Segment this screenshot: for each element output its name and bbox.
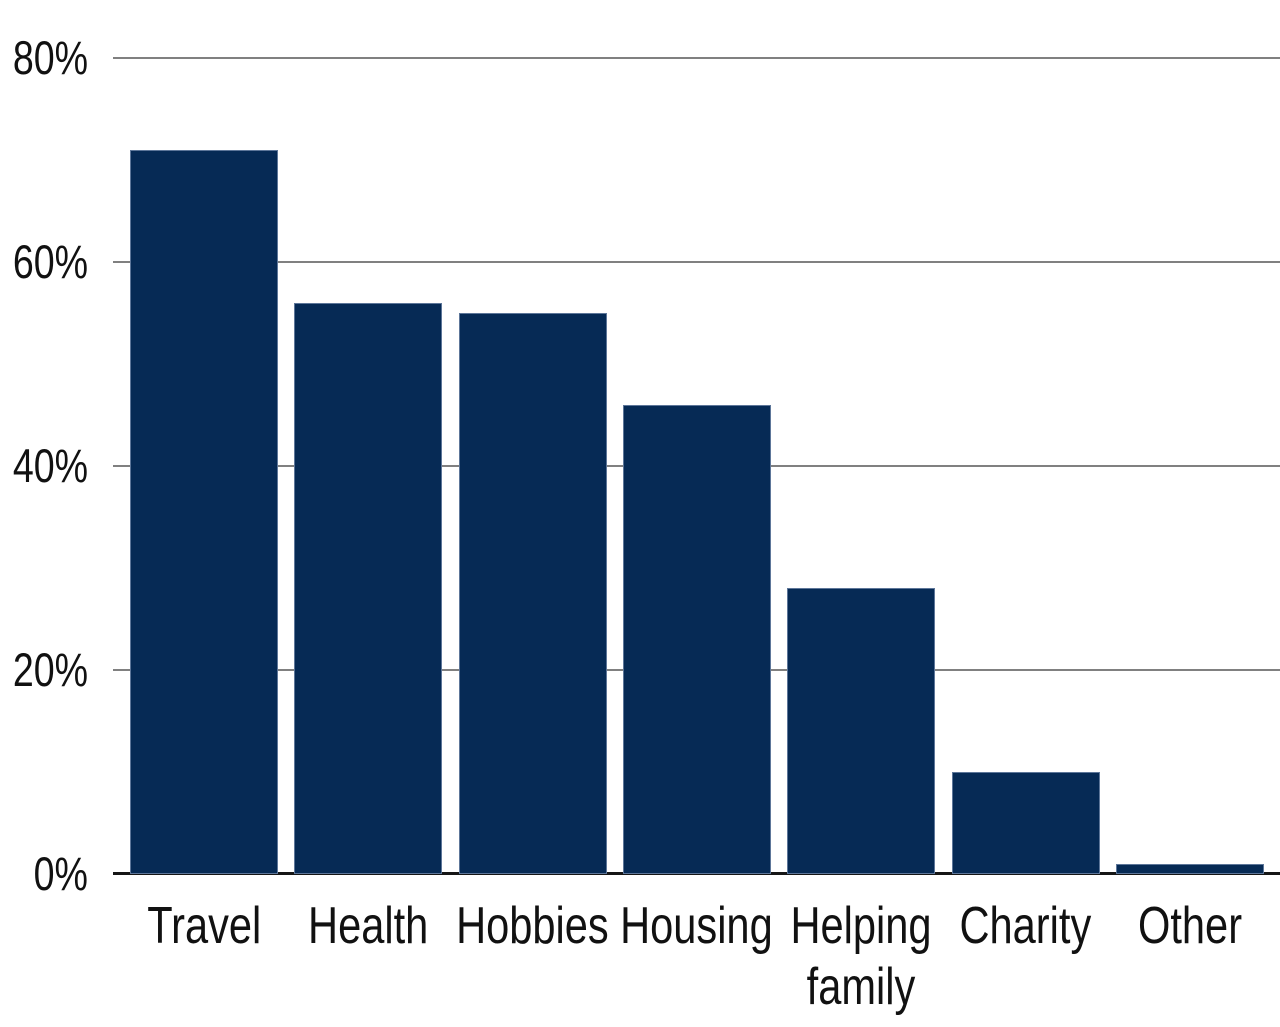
y-tick-text: 40% [12,439,88,492]
gridline-60 [113,261,1280,263]
x-category-label-helping-family: Helping family [761,896,961,1018]
bar-hobbies [458,313,607,874]
x-category-label-hobbies: Hobbies [433,896,633,957]
x-category-text: Hobbies [456,897,609,955]
x-category-text: Health [308,897,429,955]
x-category-text: Housing [620,897,774,955]
gridline-80 [113,57,1280,59]
y-tick-label-40: 40% [0,436,88,496]
bar-travel [130,149,278,874]
x-category-label-other: Other [1090,896,1280,957]
x-category-label-travel: Travel [104,896,304,957]
bar-health [294,302,443,874]
y-tick-label-0: 0% [0,844,88,904]
y-tick-label-60: 60% [0,232,88,292]
bar-other [1115,863,1264,874]
x-category-label-housing: Housing [597,896,797,957]
y-tick-text: 20% [12,643,88,696]
x-category-label-charity: Charity [926,896,1126,957]
y-tick-text: 60% [12,235,88,288]
x-category-text: Helping family [790,897,932,1016]
x-category-label-health: Health [268,896,468,957]
bar-charity [951,772,1100,874]
y-tick-text: 0% [33,847,88,900]
y-tick-label-80: 80% [0,28,88,88]
bar-helping-family [787,588,936,874]
y-tick-text: 80% [12,31,88,84]
y-tick-label-20: 20% [0,640,88,700]
x-category-text: Other [1137,897,1242,955]
x-category-text: Charity [959,897,1092,955]
bar-housing [622,404,771,874]
x-category-text: Travel [146,897,262,955]
